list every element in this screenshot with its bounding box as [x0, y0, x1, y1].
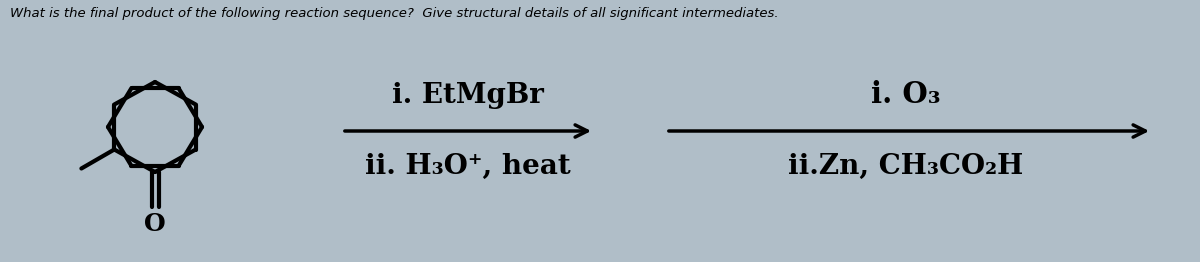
Text: O: O — [144, 212, 166, 236]
Text: i. O₃: i. O₃ — [871, 80, 941, 109]
Text: What is the final product of the following reaction sequence?  Give structural d: What is the final product of the followi… — [10, 7, 779, 20]
Text: ii. H₃O⁺, heat: ii. H₃O⁺, heat — [365, 153, 571, 180]
Text: i. EtMgBr: i. EtMgBr — [392, 82, 544, 109]
Text: ii.Zn, CH₃CO₂H: ii.Zn, CH₃CO₂H — [788, 153, 1024, 180]
